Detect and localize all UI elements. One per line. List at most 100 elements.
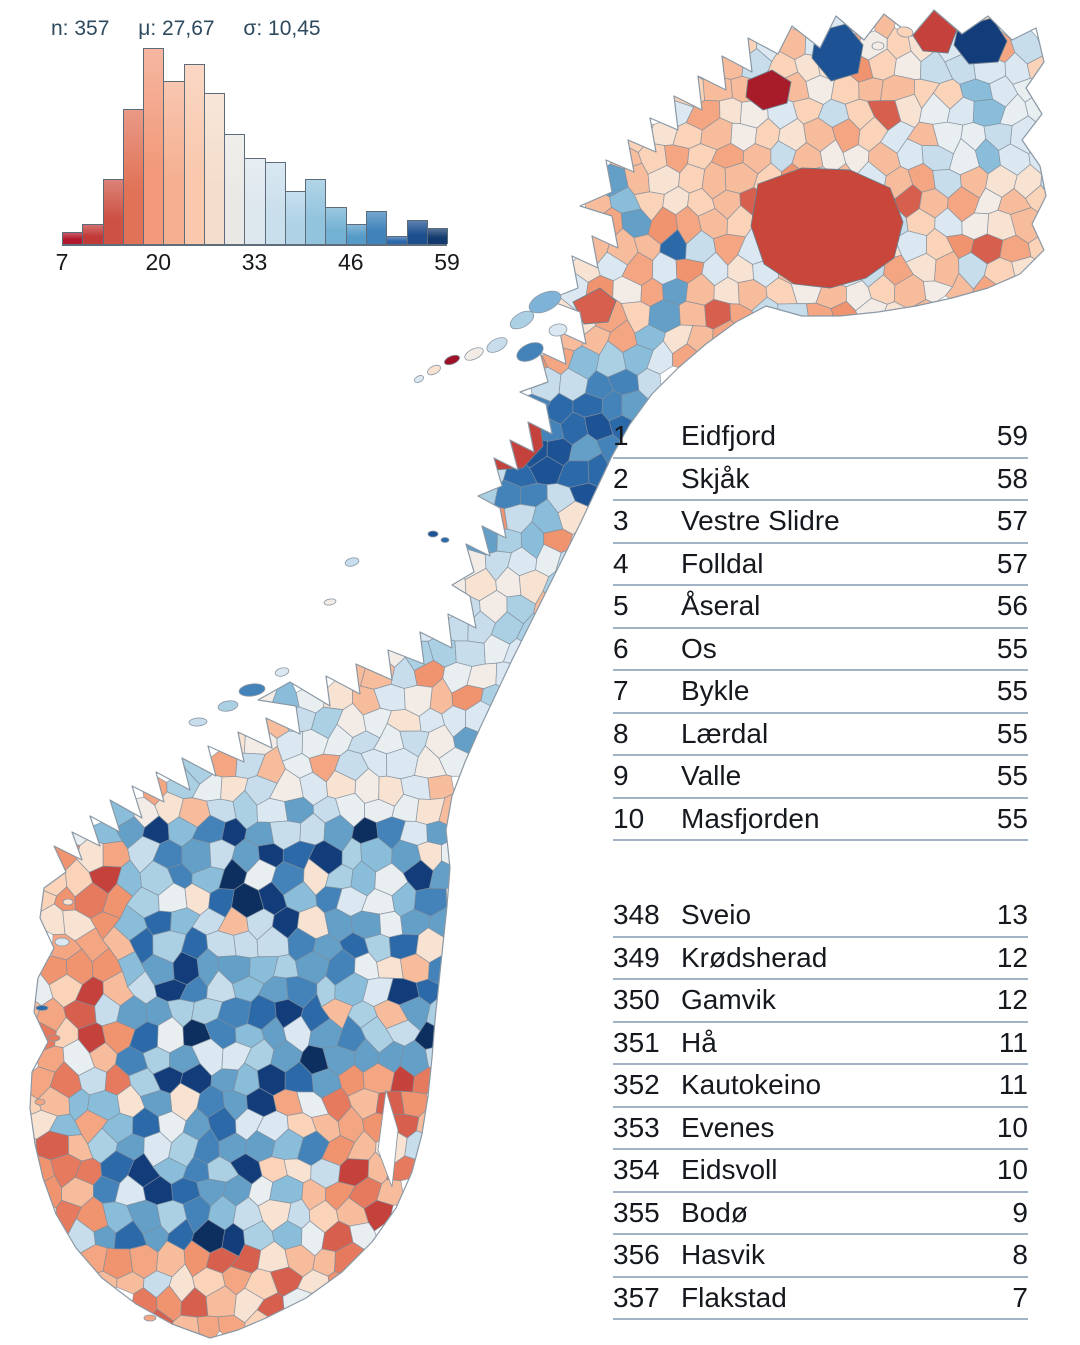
island-traena-1	[427, 530, 439, 538]
histogram	[62, 48, 449, 246]
island-traena-2	[440, 537, 450, 543]
island-hinnoya	[516, 342, 544, 362]
rank-cell: 352	[613, 1069, 660, 1101]
name-cell: Krødsherad	[681, 941, 828, 973]
rank-cell: 356	[613, 1239, 660, 1271]
name-cell: Folldal	[681, 547, 764, 579]
bottom-ranking-list: 348 Sveio 13 349 Krødsherad 12 350 Gamvik 12 351 H…	[613, 895, 1028, 1320]
municipality-cell	[713, 52, 745, 80]
hist-bar	[305, 178, 327, 244]
municipality-cell	[454, 640, 486, 667]
municipality-cell	[466, 662, 498, 690]
histogram-stats: n: 357 μ: 27,67 σ: 10,45	[51, 17, 344, 41]
value-cell: 11	[998, 1026, 1028, 1058]
hist-bar	[365, 211, 388, 244]
value-cell: 55	[996, 802, 1028, 834]
municipality-cell	[623, 119, 655, 154]
name-cell: Hasvik	[681, 1239, 766, 1271]
ranking-row: 351 Hå 11	[613, 1023, 1028, 1065]
name-cell: Gamvik	[681, 984, 776, 1016]
hist-bar	[102, 178, 124, 244]
value-cell: 13	[996, 899, 1028, 931]
x-tick-label: 33	[241, 249, 268, 275]
hist-bar	[244, 158, 266, 244]
municipality-cell	[1011, 256, 1043, 285]
name-cell: Åseral	[681, 590, 761, 622]
rank-cell: 5	[613, 590, 629, 622]
island-more-isle	[274, 667, 290, 677]
rank-cell: 350	[613, 984, 660, 1016]
region-oslofjord-inlet	[377, 1089, 399, 1188]
island-helgeland-1	[344, 557, 360, 567]
value-cell: 59	[996, 420, 1028, 452]
stat-mean: μ: 27,67	[138, 17, 215, 40]
name-cell: Bodø	[681, 1196, 748, 1228]
municipality-cell	[269, 678, 300, 715]
island-finnmark-isle-2	[871, 41, 885, 51]
municipality-cell	[30, 997, 42, 1032]
ranking-row: 349 Krødsherad 12	[613, 938, 1028, 980]
island-smola	[188, 717, 208, 727]
region-hammerfest-darkred	[745, 69, 792, 111]
x-tick-label: 46	[337, 249, 364, 275]
municipality-cell	[777, 303, 810, 327]
name-cell: Sveio	[681, 899, 752, 931]
hist-bar	[406, 219, 428, 244]
hist-bar	[163, 80, 185, 244]
island-hitra	[217, 700, 239, 712]
island-flakstad-darkred	[444, 354, 460, 366]
hist-bar	[143, 48, 165, 244]
island-finnmark-isle-1	[896, 26, 914, 38]
hist-bar	[386, 235, 408, 244]
x-tick-label: 59	[434, 249, 460, 275]
value-cell: 55	[996, 632, 1028, 664]
island-lofoten-2	[464, 347, 484, 361]
island-west-isle-2	[35, 1005, 49, 1011]
municipality-cell	[687, 53, 720, 81]
hist-bar	[284, 190, 307, 244]
rank-cell: 355	[613, 1196, 660, 1228]
rank-cell: 349	[613, 941, 660, 973]
hist-bar	[325, 207, 347, 244]
ranking-row: 4 Folldal 57	[613, 544, 1028, 586]
value-cell: 12	[996, 941, 1028, 973]
value-cell: 7	[1012, 1281, 1028, 1313]
rank-cell: 9	[613, 760, 629, 792]
hist-bar	[224, 133, 246, 244]
island-lofoten-3	[427, 364, 441, 376]
island-vesteralen-2	[509, 310, 535, 330]
rank-cell: 1	[613, 420, 629, 452]
rank-cell: 4	[613, 547, 629, 579]
ranking-row: 350 Gamvik 12	[613, 980, 1028, 1023]
rank-cell: 8	[613, 717, 629, 749]
coastline	[29, 9, 1047, 1339]
municipality-cell	[438, 615, 469, 642]
island-lofoten-4	[413, 375, 425, 383]
island-south-isle	[143, 1314, 157, 1322]
value-cell: 10	[996, 1111, 1028, 1143]
name-cell: Masfjorden	[681, 802, 820, 834]
name-cell: Eidfjord	[681, 420, 776, 452]
ranking-row: 2 Skjåk 58	[613, 459, 1028, 501]
hist-bar	[203, 92, 226, 244]
municipality-cell	[30, 1129, 37, 1159]
value-cell: 12	[996, 984, 1028, 1016]
island-west-isle-1	[54, 937, 70, 947]
municipality-cell	[424, 1044, 460, 1069]
name-cell: Skjåk	[681, 462, 750, 494]
name-cell: Vestre Slidre	[681, 505, 840, 537]
value-cell: 8	[1012, 1239, 1028, 1271]
top-ranking-list: 1 Eidfjord 59 2 Skjåk 58 3 Vestre Slidre 57 4 Foll…	[613, 416, 1028, 841]
value-cell: 55	[996, 760, 1028, 792]
hist-bar	[264, 162, 286, 244]
municipality-cell	[327, 1271, 356, 1298]
rank-cell: 353	[613, 1111, 660, 1143]
value-cell: 57	[996, 505, 1028, 537]
offshore-islands	[34, 26, 914, 1322]
hist-bar	[183, 64, 205, 244]
ranking-row: 6 Os 55	[613, 629, 1028, 671]
rank-cell: 348	[613, 899, 660, 931]
ranking-row: 7 Bykle 55	[613, 671, 1028, 714]
